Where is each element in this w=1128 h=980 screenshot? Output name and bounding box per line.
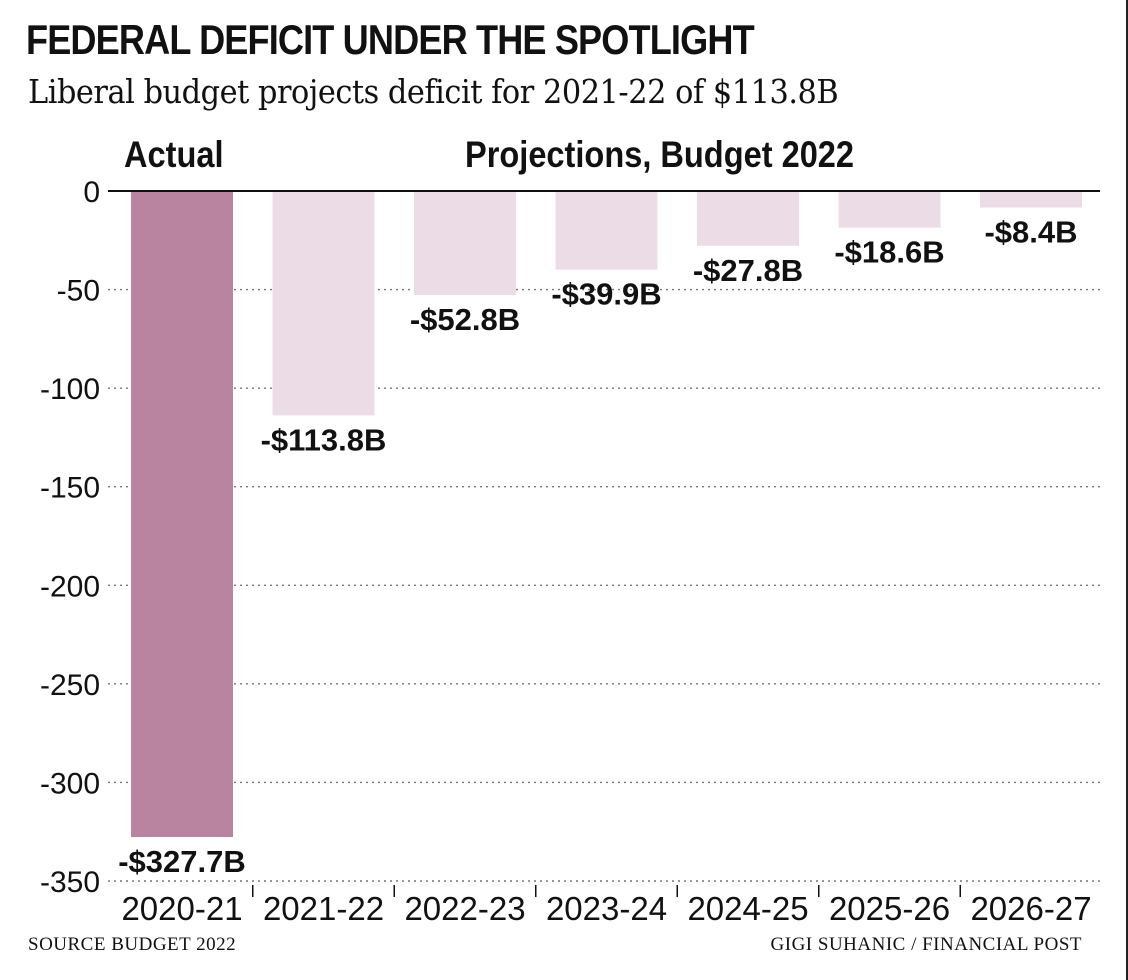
data-label: -$27.8B (693, 253, 803, 288)
chart-subtitle: Liberal budget projects deficit for 2021… (28, 72, 839, 111)
y-tick-label: -250 (40, 669, 100, 702)
x-tick-label: 2024-25 (687, 890, 808, 927)
credit-note: GIGI SUHANIC / FINANCIAL POST (770, 934, 1082, 955)
data-label: -$18.6B (834, 235, 944, 270)
bar-2023-24 (555, 191, 658, 270)
data-label: -$39.9B (551, 277, 661, 312)
y-tick-label: -50 (57, 275, 100, 308)
bar-2020-21 (131, 191, 233, 838)
gridlines (108, 288, 1100, 882)
x-tick-label: 2021-22 (263, 890, 384, 927)
chart-title: FEDERAL DEFICIT UNDER THE SPOTLIGHT (26, 16, 755, 63)
data-label: -$113.8B (261, 422, 387, 457)
section-label-projections: Projections, Budget 2022 (465, 134, 855, 175)
section-label-actual: Actual (124, 134, 224, 175)
data-label: -$52.8B (410, 302, 520, 337)
y-tick-label: -200 (40, 570, 100, 603)
bars (131, 191, 1082, 838)
y-tick-label: -150 (40, 472, 100, 505)
y-tick-label: -300 (40, 767, 100, 800)
data-label: -$8.4B (984, 215, 1077, 250)
y-tick-label: -100 (40, 373, 100, 406)
x-tick-label: 2020-21 (121, 890, 242, 927)
right-border-rule (1126, 0, 1128, 980)
x-tick-label: 2025-26 (829, 890, 950, 927)
x-tick-label: 2023-24 (546, 890, 667, 927)
bar-2024-25 (697, 191, 799, 246)
data-label: -$327.7B (118, 844, 246, 879)
labels: 0 -50 -100 -150 -200 -250 -300 -350 -$327.7B 2020… (40, 176, 1092, 927)
x-tick-label: 2026-27 (970, 890, 1091, 927)
y-tick-label: 0 (83, 176, 100, 209)
axes (108, 190, 1100, 897)
bar-2022-23 (414, 191, 516, 296)
x-tick-label: 2022-23 (404, 890, 525, 927)
bar-2021-22 (272, 191, 375, 416)
y-tick-label: -350 (40, 866, 100, 899)
source-note: SOURCE BUDGET 2022 (28, 934, 237, 955)
bar-2026-27 (980, 191, 1082, 208)
bar-2025-26 (838, 191, 941, 228)
